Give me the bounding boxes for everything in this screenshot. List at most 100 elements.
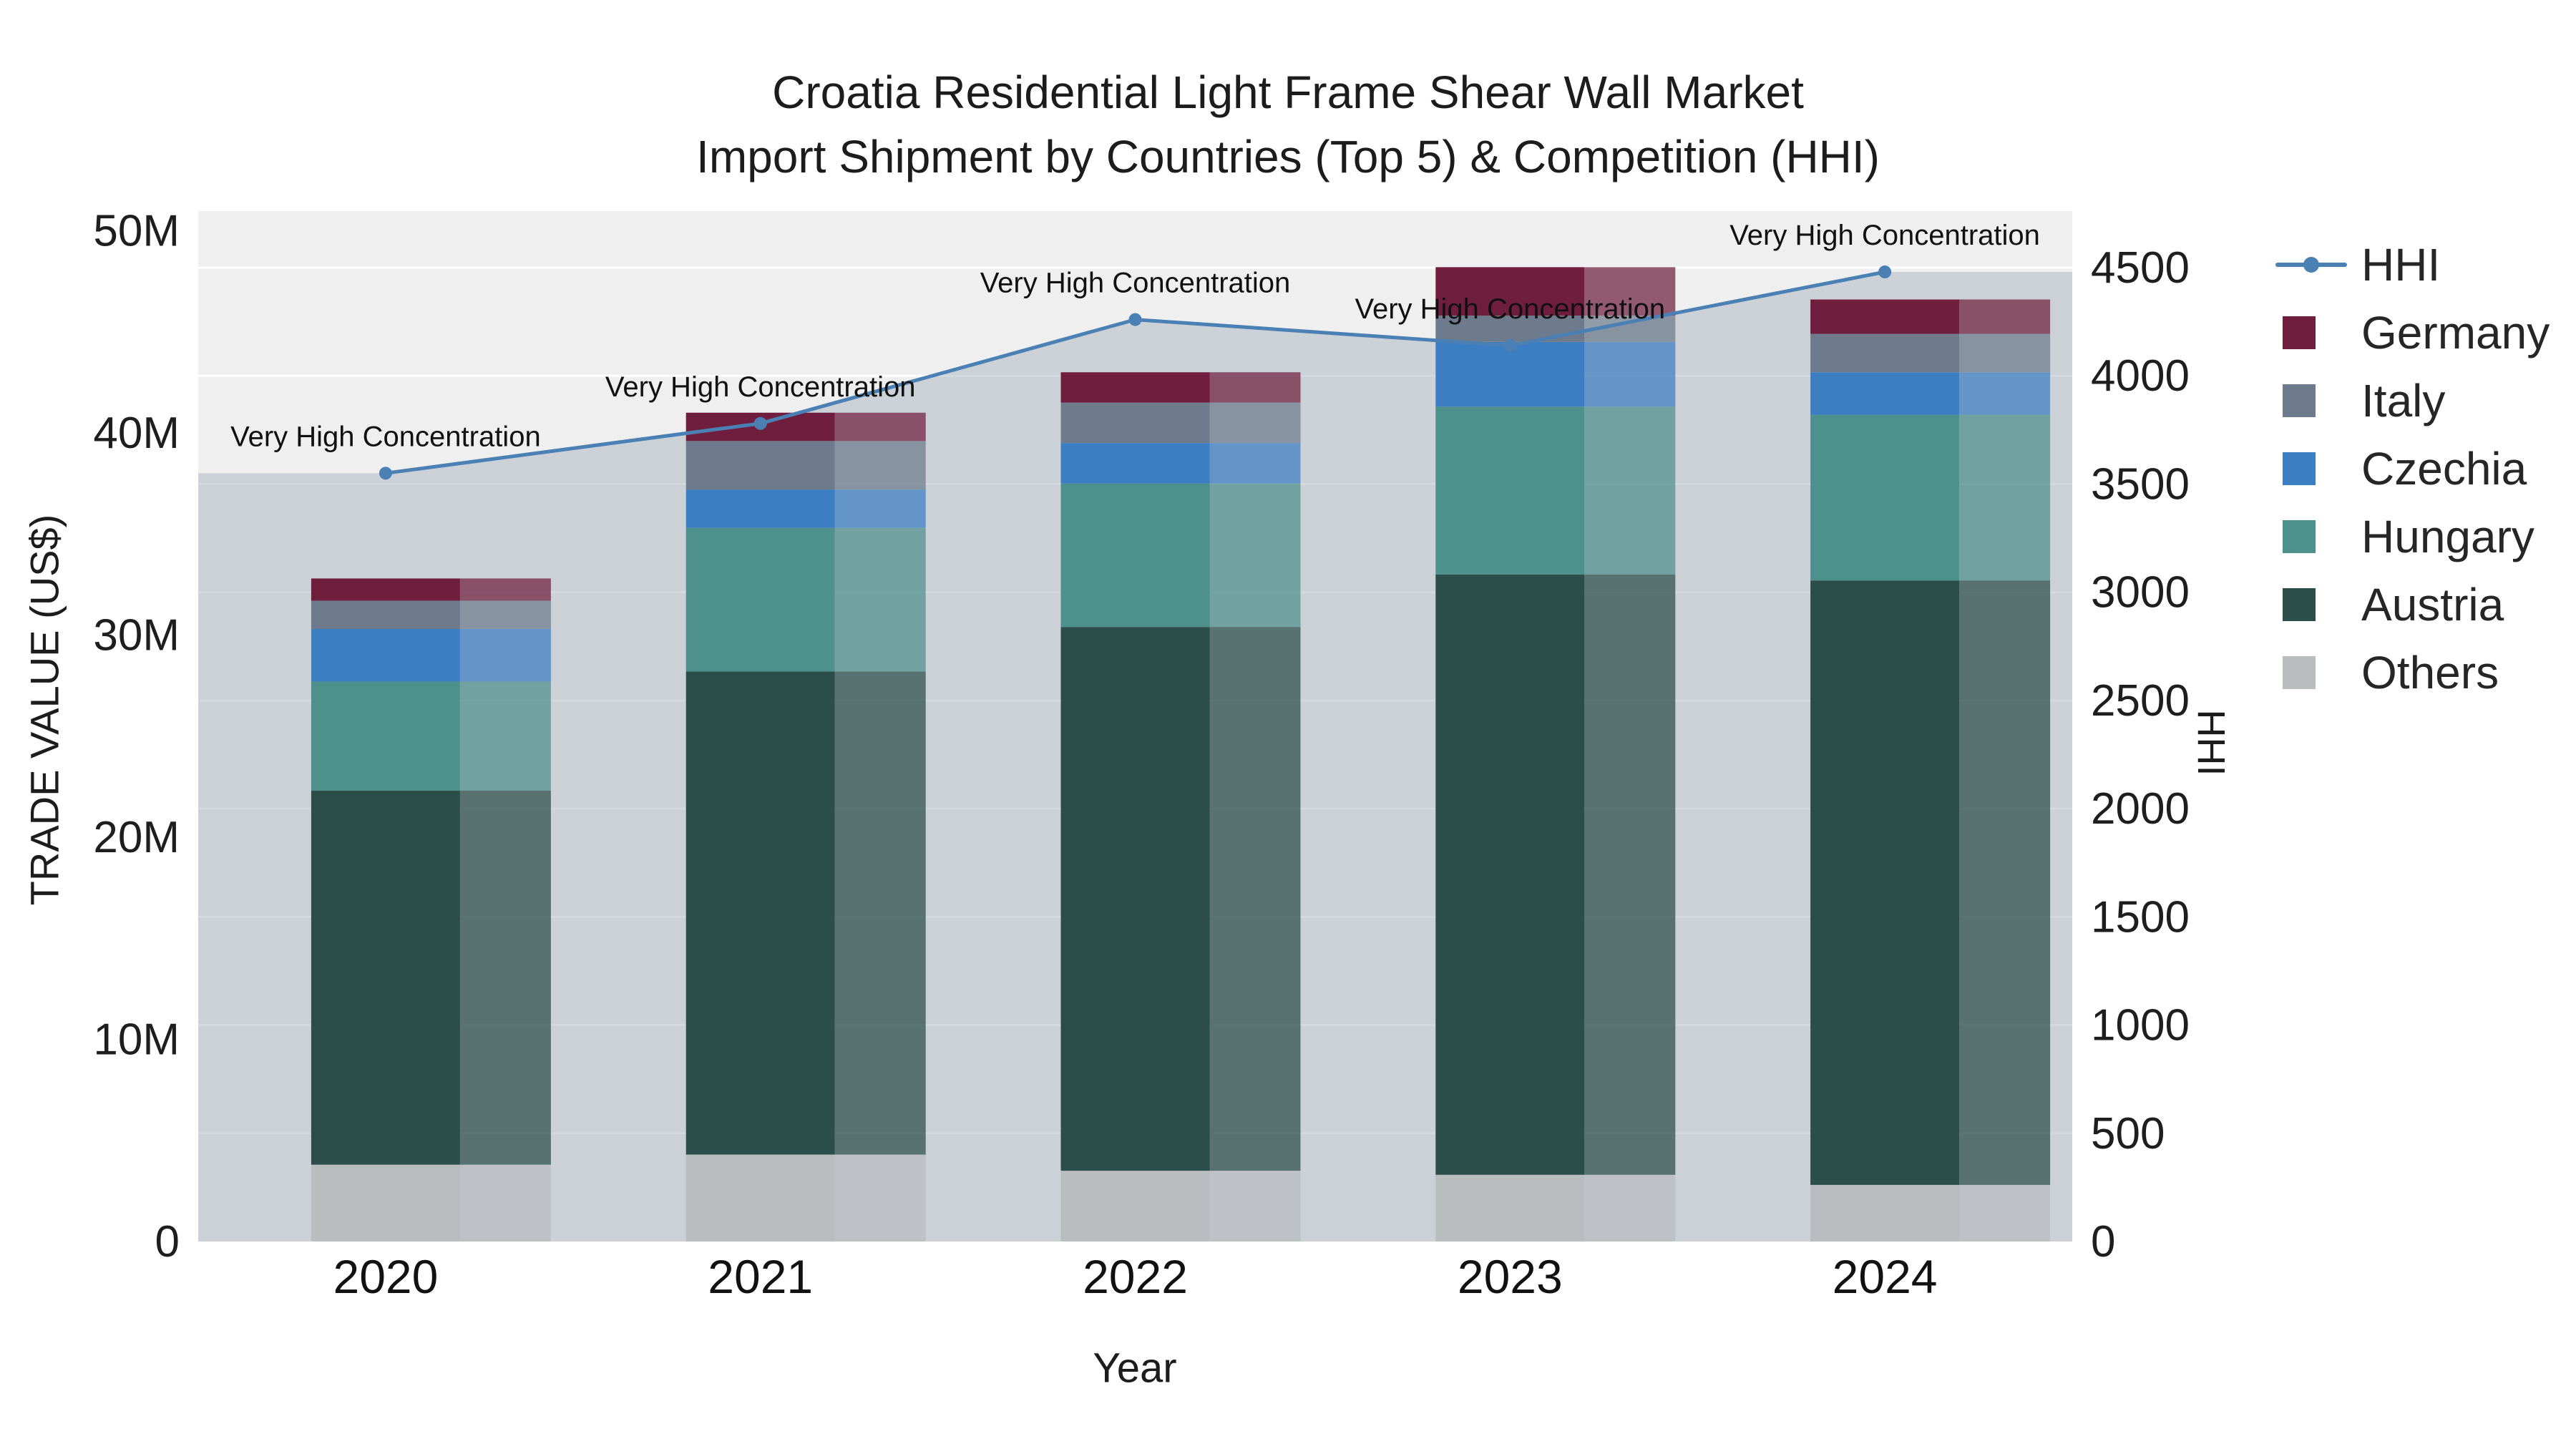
bar-segment-czechia-2023 <box>1435 341 1585 407</box>
left-axis-tick-10M: 10M <box>93 1015 180 1065</box>
left-axis-title: TRADE VALUE (US$) <box>21 514 67 906</box>
bar-echo-czechia-2024 <box>1959 372 2051 415</box>
chart-title: Croatia Residential Light Frame Shear Wa… <box>772 67 1804 118</box>
bar-segment-hungary-2021 <box>686 527 835 672</box>
right-axis-tick-2000: 2000 <box>2091 784 2190 834</box>
bar-segment-austria-2024 <box>1810 580 1960 1185</box>
legend-label: Italy <box>2361 374 2446 426</box>
legend-item-austria[interactable]: Austria <box>2275 570 2550 638</box>
right-axis-tick-1500: 1500 <box>2091 892 2190 942</box>
bar-segment-austria-2022 <box>1060 627 1210 1171</box>
italy-swatch-icon <box>2283 384 2316 417</box>
bar-echo-austria-2023 <box>1584 574 1676 1175</box>
bar-segment-hungary-2024 <box>1810 414 1960 581</box>
annotation-2022: Very High Concentration <box>980 268 1291 299</box>
bar-segment-czechia-2021 <box>686 489 835 528</box>
right-axis-tick-3500: 3500 <box>2091 459 2190 509</box>
bar-segment-austria-2023 <box>1435 574 1585 1175</box>
bar-segment-hungary-2023 <box>1435 406 1585 575</box>
legend-label: Others <box>2361 646 2499 698</box>
bar-echo-germany-2020 <box>459 578 551 601</box>
legend-item-others[interactable]: Others <box>2275 638 2550 706</box>
legend: HHI Germany Italy Czechia Hungary Austria Othe… <box>2275 230 2550 706</box>
bar-segment-italy-2021 <box>686 441 835 490</box>
legend-item-italy[interactable]: Italy <box>2275 366 2550 434</box>
legend-key <box>2275 379 2361 422</box>
bar-echo-hungary-2024 <box>1959 414 2051 581</box>
chart-subtitle: Import Shipment by Countries (Top 5) & C… <box>696 131 1880 182</box>
bar-echo-germany-2022 <box>1209 372 1301 403</box>
bar-segment-others-2020 <box>311 1164 460 1241</box>
x-axis-tick-2024: 2024 <box>1833 1250 1938 1303</box>
bar-echo-hungary-2023 <box>1584 406 1676 575</box>
bar-echo-others-2021 <box>834 1154 926 1241</box>
x-axis-tick-2021: 2021 <box>708 1250 813 1303</box>
bar-echo-germany-2024 <box>1959 299 2051 334</box>
germany-swatch-icon <box>2283 316 2316 349</box>
chart-title-block: Croatia Residential Light Frame Shear Wa… <box>0 60 2576 189</box>
bar-echo-hungary-2020 <box>459 681 551 791</box>
legend-label: Czechia <box>2361 442 2527 494</box>
annotation-2020: Very High Concentration <box>230 421 541 452</box>
austria-swatch-icon <box>2283 587 2316 621</box>
bar-echo-germany-2023 <box>1584 267 1676 316</box>
legend-key <box>2275 311 2361 354</box>
hhi-marker-2023 <box>1503 338 1517 352</box>
bar-segment-others-2024 <box>1810 1184 1960 1241</box>
annotation-2021: Very High Concentration <box>605 371 916 403</box>
bar-segment-czechia-2022 <box>1060 443 1210 484</box>
right-axis-title: HHI <box>2190 709 2233 776</box>
bar-echo-others-2023 <box>1584 1174 1676 1241</box>
legend-key <box>2275 447 2361 490</box>
bar-segment-others-2023 <box>1435 1174 1585 1241</box>
bar-segment-others-2021 <box>686 1154 835 1241</box>
bar-segment-hungary-2022 <box>1060 483 1210 628</box>
bar-echo-italy-2020 <box>459 600 551 630</box>
x-axis-tick-2022: 2022 <box>1083 1250 1188 1303</box>
bar-echo-czechia-2020 <box>459 629 551 682</box>
bar-segment-czechia-2020 <box>311 629 460 682</box>
legend-item-czechia[interactable]: Czechia <box>2275 434 2550 502</box>
bar-segment-germany-2024 <box>1810 299 1960 334</box>
annotation-2023: Very High Concentration <box>1355 293 1666 325</box>
bar-segment-italy-2024 <box>1810 333 1960 373</box>
bar-echo-austria-2020 <box>459 791 551 1165</box>
bar-echo-hungary-2022 <box>1209 483 1301 628</box>
right-axis-tick-0: 0 <box>2091 1217 2115 1267</box>
hhi-marker-2024 <box>1878 265 1892 279</box>
legend-key <box>2275 583 2361 626</box>
bar-segment-italy-2020 <box>311 600 460 630</box>
others-swatch-icon <box>2283 655 2316 689</box>
hungary-swatch-icon <box>2283 519 2316 553</box>
legend-item-hhi[interactable]: HHI <box>2275 230 2550 298</box>
bar-echo-italy-2024 <box>1959 333 2051 373</box>
right-axis-tick-2500: 2500 <box>2091 676 2190 726</box>
bar-segment-italy-2022 <box>1060 402 1210 444</box>
left-axis-tick-20M: 20M <box>93 813 180 862</box>
bar-segment-germany-2022 <box>1060 372 1210 403</box>
bar-echo-others-2020 <box>459 1164 551 1241</box>
legend-label: Austria <box>2361 578 2504 630</box>
bar-echo-hungary-2021 <box>834 527 926 672</box>
left-axis-tick-50M: 50M <box>93 207 180 256</box>
bar-segment-hungary-2020 <box>311 681 460 791</box>
bar-echo-italy-2021 <box>834 441 926 490</box>
bar-echo-czechia-2023 <box>1584 341 1676 407</box>
right-axis-tick-500: 500 <box>2091 1109 2165 1158</box>
right-axis-tick-4000: 4000 <box>2091 351 2190 401</box>
bar-echo-czechia-2022 <box>1209 443 1301 484</box>
bar-echo-czechia-2021 <box>834 489 926 528</box>
legend-key <box>2275 651 2361 694</box>
bar-echo-others-2022 <box>1209 1171 1301 1241</box>
legend-label: HHI <box>2361 238 2441 291</box>
bar-segment-germany-2023 <box>1435 267 1585 316</box>
legend-item-germany[interactable]: Germany <box>2275 298 2550 366</box>
legend-item-hungary[interactable]: Hungary <box>2275 502 2550 570</box>
bar-segment-austria-2021 <box>686 671 835 1155</box>
czechia-swatch-icon <box>2283 452 2316 485</box>
hhi-marker-2022 <box>1128 313 1142 326</box>
right-axis-tick-1000: 1000 <box>2091 1001 2190 1050</box>
right-axis-tick-4500: 4500 <box>2091 243 2190 293</box>
legend-key <box>2275 243 2361 286</box>
